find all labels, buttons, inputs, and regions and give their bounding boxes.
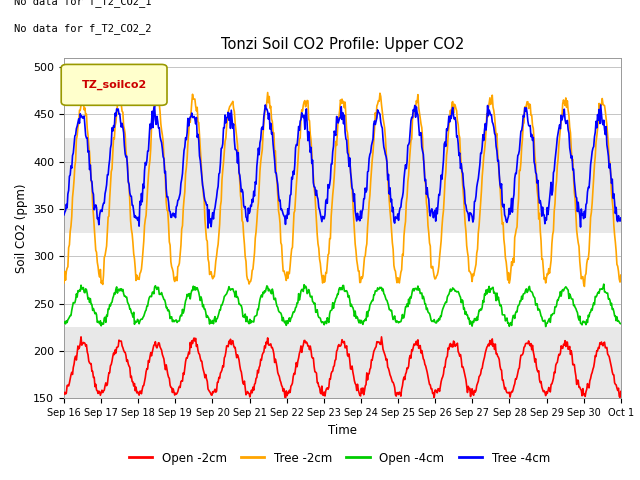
Bar [64,327,621,398]
Bar [64,138,621,233]
Text: No data for f_T2_CO2_2: No data for f_T2_CO2_2 [14,24,152,35]
Text: TZ_soilco2: TZ_soilco2 [81,80,147,90]
Text: No data for f_T2_CO2_1: No data for f_T2_CO2_1 [14,0,152,7]
Legend: Open -2cm, Tree -2cm, Open -4cm, Tree -4cm: Open -2cm, Tree -2cm, Open -4cm, Tree -4… [124,447,554,469]
Title: Tonzi Soil CO2 Profile: Upper CO2: Tonzi Soil CO2 Profile: Upper CO2 [221,37,464,52]
X-axis label: Time: Time [328,424,357,437]
FancyBboxPatch shape [61,64,167,105]
Y-axis label: Soil CO2 (ppm): Soil CO2 (ppm) [15,183,28,273]
